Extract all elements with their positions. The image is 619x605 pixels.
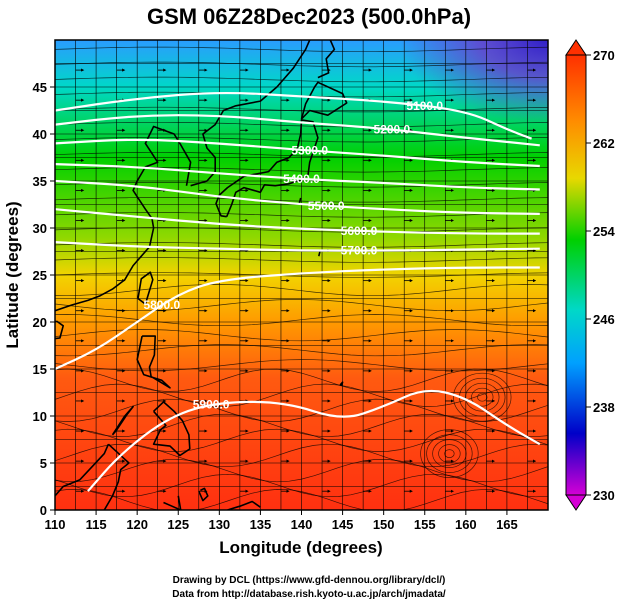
colorbar-tick-label: 246: [593, 312, 615, 327]
colorbar-tick-label: 254: [593, 224, 615, 239]
contour-line: [55, 208, 540, 235]
colorbar-bottom-triangle: [565, 494, 587, 511]
y-tick-label: 25: [33, 268, 47, 283]
chart-title: GSM 06Z28Dec2023 (500.0hPa): [147, 4, 471, 29]
contour-line: [55, 179, 540, 215]
x-tick-label: 150: [373, 517, 395, 532]
y-tick-label: 10: [33, 409, 47, 424]
contour-label: 5800.0: [143, 298, 180, 312]
cyclone-swirl: [444, 449, 455, 458]
x-tick-label: 145: [332, 517, 354, 532]
x-tick-label: 115: [86, 517, 107, 532]
colorbar-tick-label: 238: [593, 400, 615, 415]
cyclone-swirl: [471, 387, 494, 407]
height-contours: 5100.0 5200.0 5300.0 5400.0 5500.0 5600.0 5700…: [55, 91, 541, 492]
cyclone-swirl: [477, 392, 488, 402]
contour-line: [55, 266, 540, 370]
contour-line: [87, 389, 541, 492]
contour-label: 5700.0: [341, 244, 378, 258]
x-tick-label: 140: [291, 517, 313, 532]
colorbar-scale: [565, 54, 587, 496]
cyclone-swirl: [420, 429, 479, 478]
contour-line: [55, 163, 540, 191]
y-tick-label: 15: [33, 362, 47, 377]
contour-line: [55, 241, 540, 252]
coastline: [55, 320, 64, 340]
contour-label: 5300.0: [291, 144, 328, 158]
cyclone-swirl: [453, 372, 512, 422]
coastline: [152, 401, 191, 457]
coastline: [198, 487, 209, 502]
x-tick-label: 155: [414, 517, 436, 532]
contour-label: 5500.0: [308, 199, 345, 213]
y-tick-label: 20: [33, 315, 47, 330]
coastline: [137, 271, 154, 305]
colorbar-ticks: 230 238 246 254 262 270: [586, 48, 615, 503]
coastline: [215, 119, 319, 218]
footer-line-1: Drawing by DCL (https://www.gfd-dennou.o…: [173, 575, 446, 586]
x-axis-label: Longitude (degrees): [219, 538, 382, 557]
contour-label: 5100.0: [406, 99, 443, 113]
colorbar-tick-label: 230: [593, 488, 615, 503]
contour-label: 5200.0: [374, 122, 411, 136]
contour-line: [55, 138, 540, 168]
x-tick-label: 135: [250, 517, 272, 532]
y-tick-label: 0: [40, 503, 47, 518]
coastline: [111, 405, 134, 436]
cyclone-swirl: [465, 382, 500, 412]
y-tick-label: 30: [33, 221, 47, 236]
y-axis-ticks: 0 5 10 15 20 25 30 35 40 45: [33, 80, 55, 518]
contour-line: [55, 91, 532, 140]
coastline: [55, 443, 110, 497]
coastline: [55, 125, 192, 312]
colorbar-top-triangle: [565, 39, 587, 56]
y-tick-label: 45: [33, 80, 47, 95]
x-tick-label: 160: [455, 517, 477, 532]
colorbar: 230 238 246 254 262 270: [565, 39, 615, 511]
coastline: [227, 500, 261, 510]
x-tick-label: 125: [167, 517, 189, 532]
x-tick-label: 130: [208, 517, 230, 532]
coastline: [163, 495, 182, 510]
x-tick-label: 120: [126, 517, 148, 532]
plot-area: 5100.0 5200.0 5300.0 5400.0 5500.0 5600.0 5700…: [55, 40, 548, 510]
coastline: [317, 40, 336, 79]
y-tick-label: 35: [33, 174, 47, 189]
cyclone-swirl: [438, 444, 461, 463]
colorbar-tick-label: 270: [593, 48, 615, 63]
contour-label: 5600.0: [341, 224, 378, 238]
x-tick-label: 165: [496, 517, 518, 532]
y-axis-label: Latitude (degrees): [3, 201, 22, 348]
colorbar-tick-label: 262: [593, 136, 615, 151]
x-tick-label: 110: [45, 517, 66, 532]
contour-label: 5400.0: [283, 172, 320, 186]
footer-line-2: Data from http://database.rish.kyoto-u.a…: [172, 589, 446, 600]
coastline: [339, 381, 344, 386]
contour-label: 5900.0: [193, 397, 230, 411]
x-axis-ticks: 110 115 120 125 130 135 140 145 150 155 160 165: [45, 510, 518, 532]
contour-line: [55, 114, 540, 147]
y-tick-label: 40: [33, 127, 47, 142]
y-tick-label: 5: [40, 456, 47, 471]
cyclone-swirl: [426, 434, 473, 473]
grid-lines: [55, 40, 548, 510]
